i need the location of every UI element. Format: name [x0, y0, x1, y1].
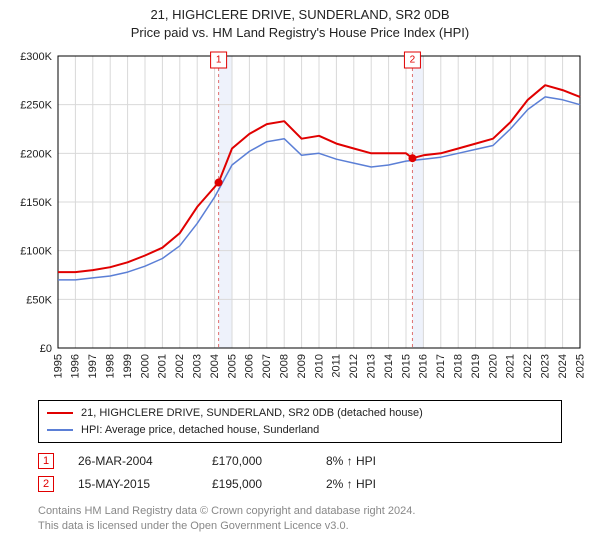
- svg-text:£200K: £200K: [20, 148, 52, 160]
- svg-text:1996: 1996: [70, 354, 82, 378]
- svg-text:2016: 2016: [418, 354, 430, 378]
- legend-item-hpi: HPI: Average price, detached house, Sund…: [47, 422, 553, 439]
- transaction-row: 1 26-MAR-2004 £170,000 8% ↑ HPI: [38, 450, 376, 473]
- svg-text:2017: 2017: [435, 354, 447, 378]
- svg-text:2025: 2025: [574, 354, 586, 378]
- svg-text:1997: 1997: [87, 354, 99, 378]
- svg-text:2006: 2006: [244, 354, 256, 378]
- legend-swatch: [47, 429, 73, 431]
- footer-attribution: Contains HM Land Registry data © Crown c…: [38, 504, 415, 534]
- title-address: 21, HIGHCLERE DRIVE, SUNDERLAND, SR2 0DB: [0, 6, 600, 24]
- svg-text:£300K: £300K: [20, 51, 52, 63]
- svg-text:2019: 2019: [470, 354, 482, 378]
- svg-text:2018: 2018: [453, 354, 465, 378]
- legend-item-price-paid: 21, HIGHCLERE DRIVE, SUNDERLAND, SR2 0DB…: [47, 405, 553, 422]
- svg-text:2011: 2011: [331, 354, 343, 378]
- transaction-marker-icon: 2: [38, 476, 54, 492]
- transaction-date: 26-MAR-2004: [78, 450, 188, 473]
- svg-text:2007: 2007: [261, 354, 273, 378]
- svg-text:1: 1: [216, 55, 222, 66]
- svg-text:2010: 2010: [313, 354, 325, 378]
- svg-text:2008: 2008: [279, 354, 291, 378]
- transaction-delta: 2% ↑ HPI: [326, 473, 376, 496]
- svg-text:2005: 2005: [226, 354, 238, 378]
- svg-text:2012: 2012: [348, 354, 360, 378]
- transaction-price: £170,000: [212, 450, 302, 473]
- transaction-marker-icon: 1: [38, 453, 54, 469]
- legend-swatch: [47, 412, 73, 414]
- legend-label: 21, HIGHCLERE DRIVE, SUNDERLAND, SR2 0DB…: [81, 405, 423, 422]
- legend-label: HPI: Average price, detached house, Sund…: [81, 422, 319, 439]
- svg-text:2014: 2014: [383, 354, 395, 378]
- svg-text:2022: 2022: [522, 354, 534, 378]
- footer-line: Contains HM Land Registry data © Crown c…: [38, 504, 415, 519]
- transaction-row: 2 15-MAY-2015 £195,000 2% ↑ HPI: [38, 473, 376, 496]
- svg-text:£100K: £100K: [20, 246, 52, 258]
- transaction-delta: 8% ↑ HPI: [326, 450, 376, 473]
- svg-text:1999: 1999: [122, 354, 134, 378]
- transaction-price: £195,000: [212, 473, 302, 496]
- transactions-table: 1 26-MAR-2004 £170,000 8% ↑ HPI 2 15-MAY…: [38, 450, 376, 496]
- svg-text:1998: 1998: [104, 354, 116, 378]
- svg-text:2021: 2021: [505, 354, 517, 378]
- svg-text:2001: 2001: [157, 354, 169, 378]
- price-chart-svg: £0 £50K £100K £150K £200K £250K £300K 1995 1996 1…: [10, 48, 590, 388]
- chart-area: £0 £50K £100K £150K £200K £250K £300K 1995 1996 1…: [10, 48, 590, 388]
- svg-text:2003: 2003: [191, 354, 203, 378]
- svg-text:2: 2: [410, 55, 416, 66]
- svg-text:£150K: £150K: [20, 197, 52, 209]
- legend: 21, HIGHCLERE DRIVE, SUNDERLAND, SR2 0DB…: [38, 400, 562, 443]
- svg-text:2009: 2009: [296, 354, 308, 378]
- svg-text:2024: 2024: [557, 354, 569, 378]
- svg-text:2004: 2004: [209, 354, 221, 378]
- svg-text:£50K: £50K: [26, 294, 52, 306]
- svg-text:2013: 2013: [366, 354, 378, 378]
- title-subtitle: Price paid vs. HM Land Registry's House …: [0, 24, 600, 42]
- svg-text:1995: 1995: [52, 354, 64, 378]
- svg-text:2002: 2002: [174, 354, 186, 378]
- transaction-date: 15-MAY-2015: [78, 473, 188, 496]
- svg-text:2015: 2015: [400, 354, 412, 378]
- svg-text:£0: £0: [40, 343, 52, 355]
- svg-text:£250K: £250K: [20, 100, 52, 112]
- svg-text:2023: 2023: [540, 354, 552, 378]
- chart-title-block: 21, HIGHCLERE DRIVE, SUNDERLAND, SR2 0DB…: [0, 0, 600, 43]
- svg-text:2000: 2000: [139, 354, 151, 378]
- footer-line: This data is licensed under the Open Gov…: [38, 519, 415, 534]
- svg-text:2020: 2020: [487, 354, 499, 378]
